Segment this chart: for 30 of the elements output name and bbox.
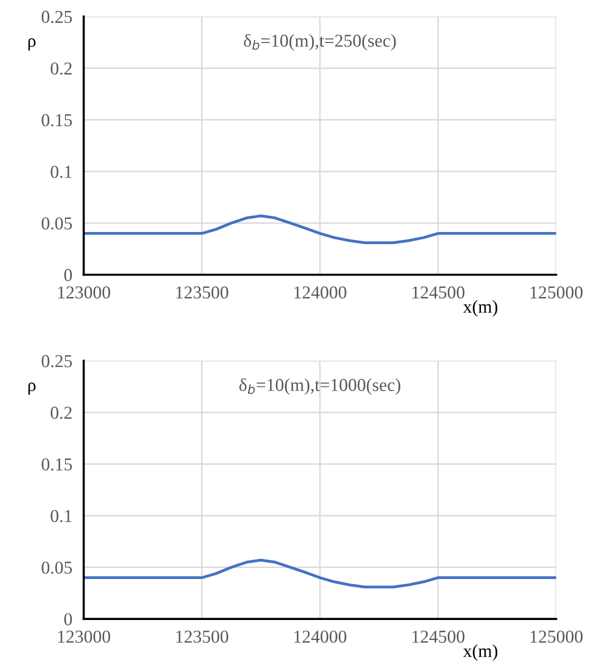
x-tick-label: 124000 [294,286,346,299]
x-tick-label: 123000 [58,630,110,643]
y-tick-label: 0.15 [42,114,72,126]
y-tick-label: 0.2 [50,62,72,75]
y-tick-label: 0.25 [42,355,72,368]
x-axis-title: x(m) [463,300,498,316]
y-tick-label: 0.05 [42,562,72,574]
y-axis-title: ρ [28,38,36,51]
x-tick-label: 125000 [530,630,583,643]
x-tick-label: 124500 [412,630,464,643]
x-tick-label: 123500 [176,630,228,643]
y-tick-label: 0.25 [42,10,72,24]
y-tick-label: 0 [64,613,72,626]
y-tick-label: 0.1 [50,166,72,178]
y-tick-label: 0.2 [50,406,72,419]
text: δ$_{b}$=10(m),t=250(sec) [244,34,396,51]
y-tick-label: 0.05 [42,217,72,230]
x-tick-label: 125000 [530,286,583,299]
x-tick-label: 123500 [176,286,228,299]
y-tick-label: 0.1 [50,510,72,522]
x-axis-title: x(m) [463,644,498,661]
text: δ$_{b}$=10(m),t=1000(sec) [239,378,400,395]
y-tick-label: 0.15 [42,458,72,471]
y-tick-label: 0 [64,268,72,282]
line-series [84,214,556,244]
x-tick-label: 124000 [294,630,346,643]
y-axis-title: ρ [28,382,36,395]
x-tick-label: 124500 [412,286,464,299]
line-series [84,558,556,588]
x-tick-label: 123000 [58,286,110,299]
